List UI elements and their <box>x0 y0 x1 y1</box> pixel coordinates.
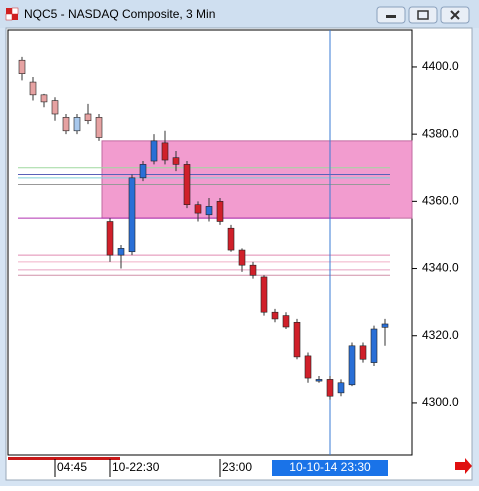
candle-body <box>337 382 345 394</box>
cursor-label-bg <box>272 460 388 476</box>
candle-body <box>18 59 26 74</box>
candle-body <box>161 142 169 161</box>
candle-body <box>117 248 125 256</box>
candle-body <box>139 164 147 179</box>
y-tick-label: 4320.0 <box>422 328 459 342</box>
candle-body <box>293 321 301 358</box>
candle-body <box>348 345 356 386</box>
candle-body <box>359 345 367 360</box>
candle-body <box>51 100 59 115</box>
x-tick-label: 04:45 <box>57 460 87 474</box>
candle-body <box>29 81 37 96</box>
highlight-zone <box>101 140 413 219</box>
candle-body <box>150 140 158 162</box>
plot-layer: 4300.0 4320.0 4340.0 4360.0 4380.0 4400.0 04:4… <box>18 30 459 477</box>
candle-body <box>183 164 191 206</box>
y-tick-label: 4360.0 <box>422 194 459 208</box>
x-tick-label: 23:00 <box>222 460 252 474</box>
y-tick-label: 4340.0 <box>422 261 459 275</box>
candle-body <box>282 315 290 328</box>
y-tick-label: 4400.0 <box>422 59 459 73</box>
candle-body <box>194 204 202 214</box>
candle-body <box>106 221 114 256</box>
scroll-right-arrow[interactable] <box>455 458 472 474</box>
candle-body <box>205 206 213 216</box>
maximize-button[interactable] <box>408 6 438 24</box>
candle-body <box>304 355 312 379</box>
candle-body <box>227 227 235 251</box>
candle-body <box>260 276 268 313</box>
scroll-indicator[interactable] <box>8 457 120 460</box>
candle-body <box>128 177 136 253</box>
y-tick-label: 4300.0 <box>422 395 459 409</box>
candle-body <box>95 117 103 138</box>
candle-body <box>315 379 323 382</box>
candle-body <box>84 113 92 122</box>
app-icon <box>5 7 19 21</box>
x-tick-label: 10-22:30 <box>112 460 160 474</box>
candle-body <box>271 311 279 320</box>
candle-body <box>172 157 180 165</box>
window-title: NQC5 - NASDAQ Composite, 3 Min <box>24 7 215 21</box>
candle-body <box>381 323 389 328</box>
candle-body <box>216 201 224 222</box>
candle-body <box>40 94 48 103</box>
candle-body <box>249 264 257 276</box>
close-button[interactable] <box>440 6 470 24</box>
minimize-button[interactable] <box>376 6 406 24</box>
x-cursor-label: 10-10-14 23:30 <box>289 460 371 474</box>
candle-body <box>326 379 334 397</box>
y-tick-label: 4380.0 <box>422 126 459 140</box>
candle-body <box>370 328 378 363</box>
candle-body <box>73 117 81 132</box>
candle-body <box>238 249 246 266</box>
plot-area <box>7 29 413 456</box>
candle-body <box>62 117 70 132</box>
